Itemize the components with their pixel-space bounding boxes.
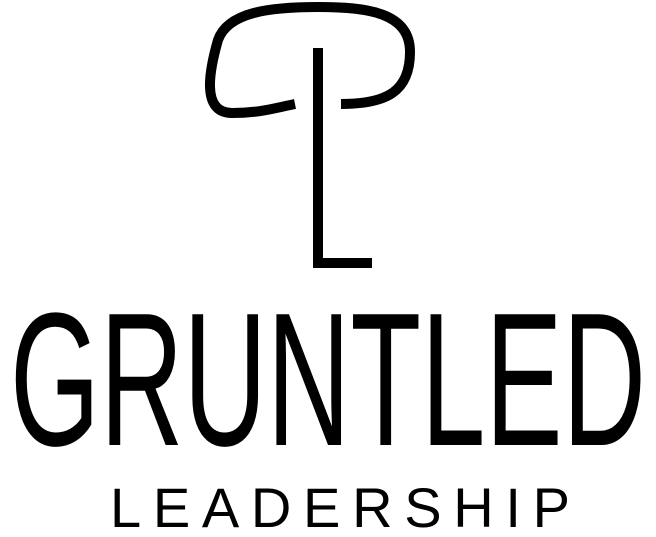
leadership-tagline: LEADERSHIP: [110, 476, 570, 537]
gl-monogram-icon: [204, 2, 415, 268]
gruntled-wordmark-text: GRUNTLED: [10, 295, 646, 460]
leadership-tagline-text: LEADERSHIP: [110, 476, 570, 537]
gruntled-wordmark: GRUNTLED: [10, 295, 646, 460]
